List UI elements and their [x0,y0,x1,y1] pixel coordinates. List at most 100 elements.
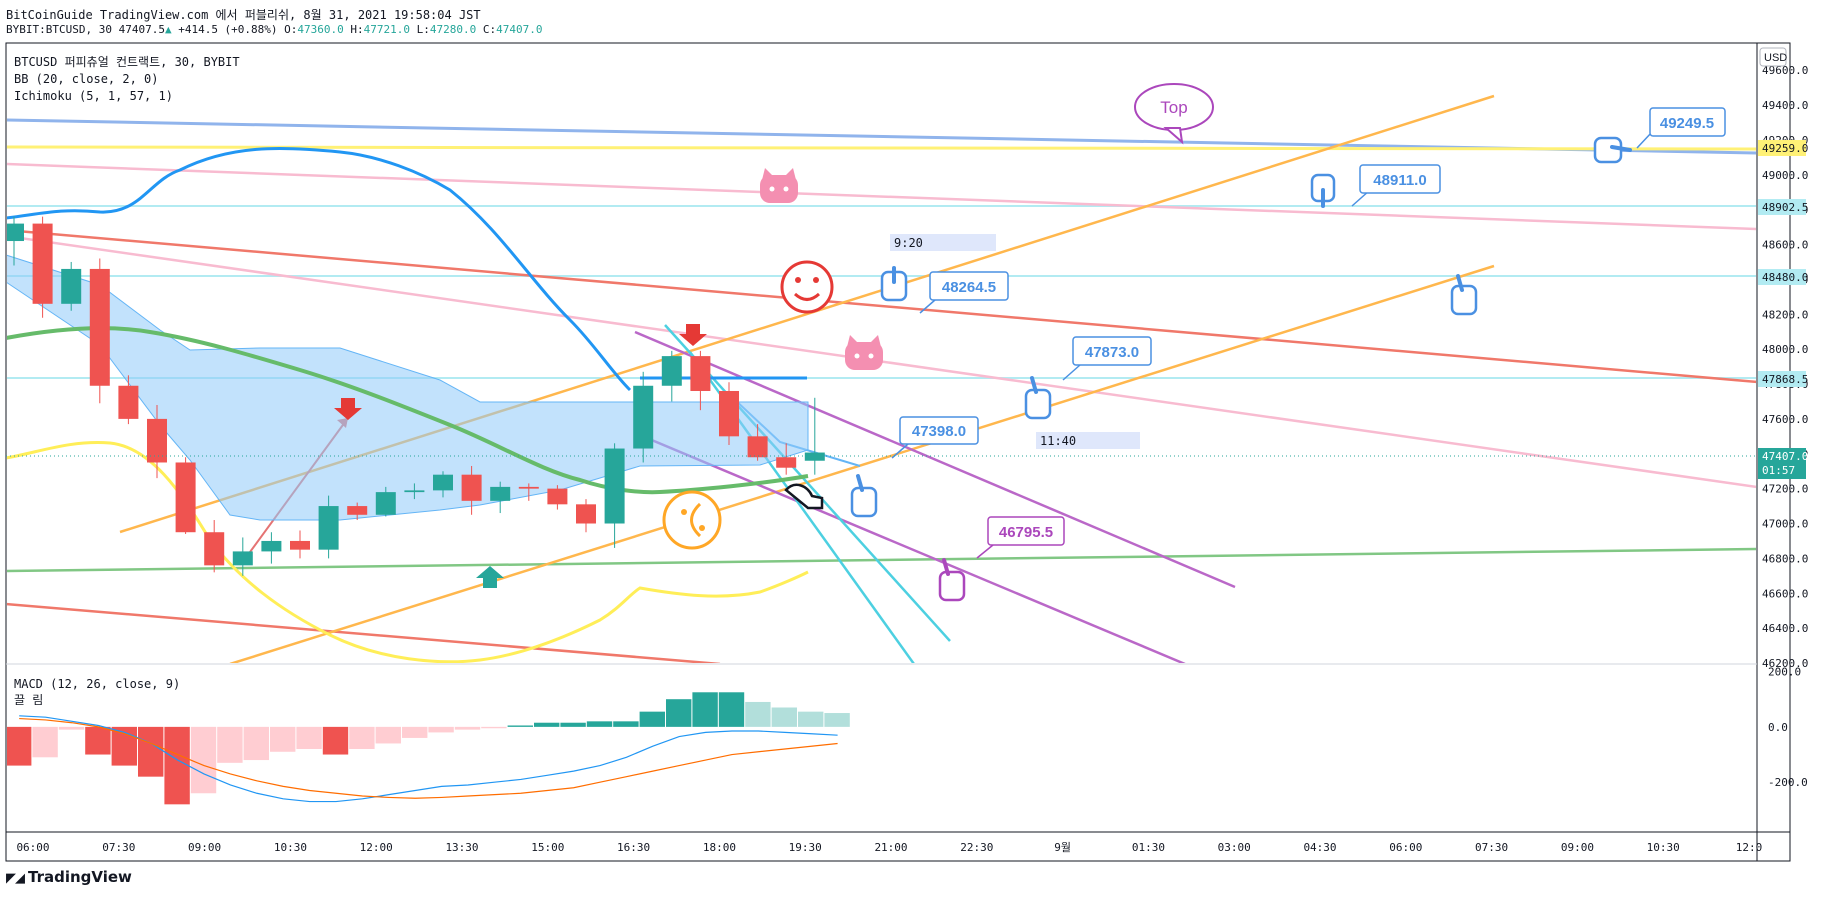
cat-face-icon[interactable] [845,335,883,370]
candle[interactable] [290,530,310,559]
ichimoku-lagging-line [7,441,809,663]
down-arrow-icon [679,324,707,346]
legend-bollinger[interactable]: BB (20, close, 2, 0) [14,72,159,86]
candle[interactable] [547,485,568,510]
candle[interactable] [147,404,167,479]
legend-ichimoku[interactable]: Ichimoku (5, 1, 57, 1) [14,89,173,103]
callout-46795[interactable]: 46795.5 [976,516,1065,559]
time-tick-label: 01:30 [1132,841,1165,854]
macd-histogram-bar [798,711,824,727]
candle[interactable] [32,216,53,318]
hand-pointer-icon[interactable] [784,483,824,510]
candle[interactable] [204,520,225,573]
legend-macd-sub[interactable]: 끌 림 [14,693,43,707]
horizontal-line-49259[interactable] [6,145,1757,151]
candle[interactable] [633,371,654,463]
hand-pointer-icon[interactable] [1024,376,1052,420]
callout-48264[interactable]: 48264.5 [919,271,1009,314]
macd-tick-label: 200.0 [1768,666,1801,679]
callout-49249[interactable]: 49249.5 [1636,107,1726,149]
price-tick-label: 46600.0 [1762,587,1808,600]
trendline-red-lower[interactable] [6,602,721,664]
time-axis[interactable]: 06:00 07:30 09:00 10:30 12:00 13:30 15:00 16:30… [16,841,1762,854]
trendline-red-upper[interactable] [6,228,1757,384]
time-range-920[interactable] [890,234,996,251]
hand-pointer-icon[interactable] [1593,136,1632,164]
candle[interactable] [433,471,453,498]
candle-body [633,385,654,449]
candle[interactable] [118,375,139,425]
tradingview-logo[interactable]: ◤◢ TradingView [6,868,132,886]
candle[interactable] [404,483,425,500]
hand-pointer-icon[interactable] [1310,173,1336,208]
candle[interactable] [661,350,682,402]
svg-text:48902.5: 48902.5 [1762,201,1808,214]
callout-47398[interactable]: 47398.0 [891,416,979,459]
high-value: 47721.0 [363,23,411,36]
candle[interactable] [690,350,711,411]
candle[interactable] [61,261,82,311]
time-tick-label: 04:30 [1303,841,1336,854]
macd-histogram-bar [718,692,745,727]
callout-47873[interactable]: 47873.0 [1062,336,1152,381]
macd-tick-label: 0.0 [1768,721,1788,734]
callout-48911[interactable]: 48911.0 [1351,164,1441,207]
currency-button[interactable] [1759,47,1787,67]
change-text: +414.5 (+0.88%) [178,23,278,36]
candlestick-series[interactable] [4,216,825,576]
sad-face-icon[interactable] [662,490,722,550]
candle[interactable] [719,382,739,446]
candle[interactable] [261,532,282,564]
hand-pointer-icon[interactable] [880,266,908,302]
trendline-purple-lower[interactable] [634,431,1186,664]
time-tick-label: 03:00 [1218,841,1251,854]
macd-histogram-bar [32,726,58,758]
price-label-47868: 47868.5 [1758,371,1808,387]
macd-axis[interactable]: 200.0 0.0 -200.0 [1768,666,1808,790]
time-range-1140-label: 11:40 [1040,434,1076,448]
trendline-orange-lower[interactable] [229,264,1495,664]
hand-pointer-icon[interactable] [938,558,966,602]
candle[interactable] [347,502,368,521]
callout-label: 49249.5 [1660,115,1714,132]
candle[interactable] [490,481,511,514]
time-tick-label: 18:00 [703,841,736,854]
macd-histogram-bar [771,707,797,727]
trendline-purple-upper[interactable] [634,330,1236,589]
hand-pointer-icon[interactable] [850,474,878,518]
hand-pointer-icon[interactable] [1450,274,1478,316]
low-label: L: [416,23,430,36]
open-value: 47360.0 [297,23,344,36]
candle[interactable] [776,443,797,475]
candle[interactable] [747,424,768,461]
macd-histogram-bar [534,722,560,727]
currency-label: USD [1764,52,1787,64]
trendline-pink-upper[interactable] [6,162,1757,231]
trendline-green[interactable] [6,547,1757,573]
macd-histogram-bar [692,692,718,727]
time-tick-label: 06:00 [1389,841,1422,854]
macd-histogram-bar [322,726,349,755]
callout-pointer [919,299,936,314]
candle[interactable] [89,258,110,404]
candle[interactable] [175,457,196,534]
smiley-icon[interactable] [780,260,834,314]
candle[interactable] [461,465,482,515]
candle[interactable] [318,495,339,559]
candle[interactable] [576,499,596,533]
candle[interactable] [518,483,539,501]
legend-title[interactable]: BTCUSD 퍼피츄얼 컨트랙트, 30, BYBIT [14,55,240,69]
legend-macd[interactable]: MACD (12, 26, close, 9) [14,677,180,691]
cat-face-icon[interactable] [760,168,798,203]
candle[interactable] [804,397,825,475]
time-range-1140[interactable] [1036,432,1140,449]
candle[interactable] [4,216,24,266]
top-bubble[interactable]: Top [1134,83,1214,145]
macd-histogram-bar [296,726,322,749]
time-tick-label: 09:00 [1561,841,1594,854]
candle-body [7,223,24,242]
candle[interactable] [604,443,625,548]
candle[interactable] [232,537,253,576]
candle[interactable] [375,486,396,517]
